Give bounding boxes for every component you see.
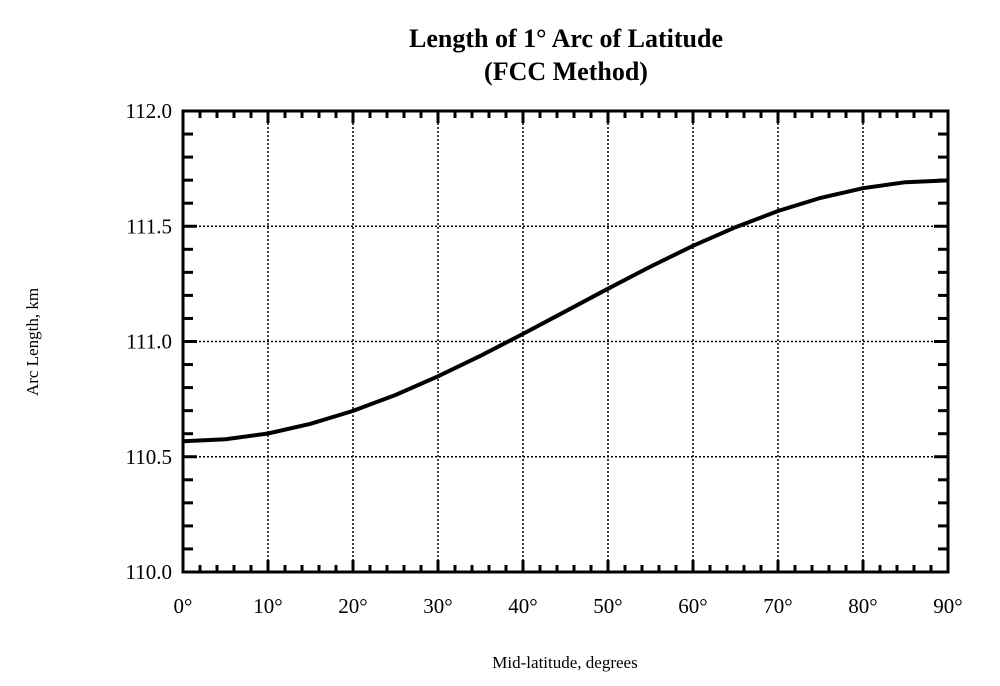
x-tick-label: 60°: [678, 594, 707, 618]
x-tick-label: 50°: [593, 594, 622, 618]
y-axis-label: Arc Length, km: [23, 288, 42, 396]
x-tick-label: 70°: [763, 594, 792, 618]
chart-title: Length of 1° Arc of Latitude: [409, 24, 723, 53]
plot-frame: [181, 109, 950, 574]
y-tick-label: 112.0: [126, 99, 172, 123]
ticks: [181, 109, 950, 574]
x-axis-label: Mid-latitude, degrees: [492, 653, 637, 672]
chart-subtitle: (FCC Method): [484, 57, 648, 86]
x-tick-label: 10°: [253, 594, 282, 618]
x-tick-label: 20°: [338, 594, 367, 618]
tick-labels: 0° 10° 20° 30° 40° 50° 60° 70° 80° 90° 110.0 110.5 1…: [126, 99, 963, 618]
y-tick-label: 111.0: [126, 330, 172, 354]
x-tick-label: 0°: [174, 594, 193, 618]
grid: [183, 111, 948, 572]
y-tick-label: 110.5: [126, 445, 172, 469]
y-tick-label: 111.5: [126, 214, 172, 238]
x-tick-label: 30°: [423, 594, 452, 618]
series-line: [182, 178, 949, 444]
x-tick-label: 90°: [933, 594, 962, 618]
x-tick-label: 80°: [848, 594, 877, 618]
y-tick-label: 110.0: [126, 560, 172, 584]
x-tick-label: 40°: [508, 594, 537, 618]
